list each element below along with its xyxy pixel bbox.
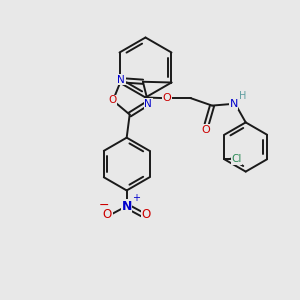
Text: N: N <box>122 200 132 213</box>
Text: N: N <box>117 75 125 85</box>
Text: N: N <box>230 99 238 109</box>
Text: −: − <box>98 199 109 212</box>
Text: O: O <box>103 208 112 221</box>
Text: O: O <box>108 95 116 106</box>
Text: O: O <box>141 208 151 221</box>
Text: O: O <box>163 93 172 103</box>
Text: O: O <box>202 124 211 135</box>
Text: +: + <box>132 193 140 203</box>
Text: H: H <box>239 91 246 101</box>
Text: Cl: Cl <box>231 154 242 164</box>
Text: N: N <box>144 99 152 109</box>
